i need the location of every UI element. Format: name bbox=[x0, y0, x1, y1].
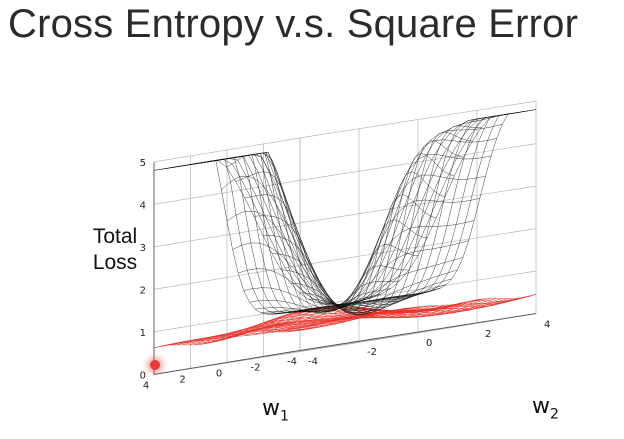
square-error-mesh-line bbox=[326, 131, 473, 311]
z-tick-label: 0 bbox=[140, 370, 146, 381]
w2-axis-label-text: w bbox=[532, 394, 550, 419]
slide-title: Cross Entropy v.s. Square Error bbox=[8, 2, 579, 46]
w1-tick-label: 4 bbox=[143, 380, 149, 391]
square-error-surface bbox=[153, 109, 537, 316]
cross-entropy-mesh-line bbox=[362, 299, 509, 316]
square-error-mesh-line bbox=[235, 171, 382, 311]
w2-tick-label: 0 bbox=[426, 338, 432, 349]
square-error-mesh-line bbox=[308, 153, 455, 315]
cross-entropy-mesh-line bbox=[262, 307, 409, 334]
cross-entropy-mesh-line bbox=[344, 302, 491, 319]
w2-axis-label-sub: 2 bbox=[550, 406, 559, 423]
cross-entropy-mesh-line bbox=[244, 310, 391, 336]
w1-tick-label: -2 bbox=[251, 362, 261, 373]
square-error-mesh-line bbox=[283, 112, 520, 314]
cross-entropy-mesh-line bbox=[208, 319, 355, 340]
z-tick-label: 1 bbox=[140, 328, 146, 339]
cross-entropy-mesh-line bbox=[389, 294, 537, 312]
w1-tick-label: 2 bbox=[179, 374, 185, 385]
w2-tick-label: 4 bbox=[544, 320, 550, 331]
w1-axis-label-sub: 1 bbox=[280, 408, 289, 425]
square-error-mesh-line bbox=[255, 154, 492, 313]
w1-axis-line bbox=[153, 349, 301, 375]
square-error-mesh-line bbox=[193, 152, 430, 311]
square-error-mesh-line bbox=[208, 152, 355, 313]
w1-tick-label: -4 bbox=[287, 356, 297, 367]
square-error-mesh-line bbox=[198, 152, 435, 314]
square-error-mesh-line bbox=[335, 125, 482, 308]
square-error-mesh-line bbox=[290, 194, 437, 314]
cross-entropy-mesh-line bbox=[199, 321, 346, 341]
square-error-mesh-line bbox=[344, 116, 491, 305]
square-error-mesh-line bbox=[371, 112, 518, 301]
w2-axis-line bbox=[299, 313, 537, 351]
z-tick-label: 4 bbox=[140, 200, 146, 211]
cross-entropy-mesh-line bbox=[380, 296, 527, 313]
z-axis-label-line1: Total bbox=[92, 225, 138, 248]
square-error-mesh-line bbox=[317, 140, 464, 314]
square-error-mesh-line bbox=[353, 115, 500, 304]
cursor-icon bbox=[150, 360, 160, 370]
square-error-mesh-line bbox=[389, 109, 537, 298]
square-error-mesh-line bbox=[165, 158, 402, 305]
w1-tick-label: 0 bbox=[216, 368, 222, 379]
z-tick-label: 3 bbox=[140, 243, 146, 254]
w2-tick-label: 2 bbox=[485, 329, 491, 340]
cross-entropy-mesh-line bbox=[353, 301, 500, 318]
cross-entropy-mesh-line bbox=[371, 298, 518, 315]
z-tick-label: 2 bbox=[140, 285, 146, 296]
square-error-mesh-line bbox=[187, 153, 424, 309]
w2-tick-label: -2 bbox=[367, 347, 377, 358]
square-error-mesh-line bbox=[299, 171, 446, 316]
cross-entropy-mesh-line bbox=[235, 312, 382, 337]
axis-ticks: 0 1 2 3 4 5 4 2 0 -2 -4 -4 -2 0 2 4 bbox=[140, 158, 551, 392]
w2-axis-label: w2 bbox=[532, 394, 559, 422]
z-tick-label: 5 bbox=[140, 158, 146, 169]
w2-tick-label: -4 bbox=[308, 356, 318, 367]
square-error-mesh-line bbox=[244, 194, 391, 308]
square-error-mesh-line bbox=[294, 110, 531, 312]
w1-axis-label: w1 bbox=[262, 396, 289, 424]
square-error-mesh-line bbox=[362, 113, 509, 302]
square-error-mesh-line bbox=[380, 110, 527, 300]
square-error-mesh-line bbox=[226, 152, 373, 313]
w1-axis-label-text: w bbox=[262, 396, 280, 421]
z-axis-label: Total Loss bbox=[80, 224, 150, 277]
square-error-mesh-line bbox=[288, 111, 525, 313]
plot-grid bbox=[153, 100, 537, 375]
z-axis-label-line2: Loss bbox=[92, 251, 138, 275]
square-error-mesh-line bbox=[176, 155, 413, 306]
